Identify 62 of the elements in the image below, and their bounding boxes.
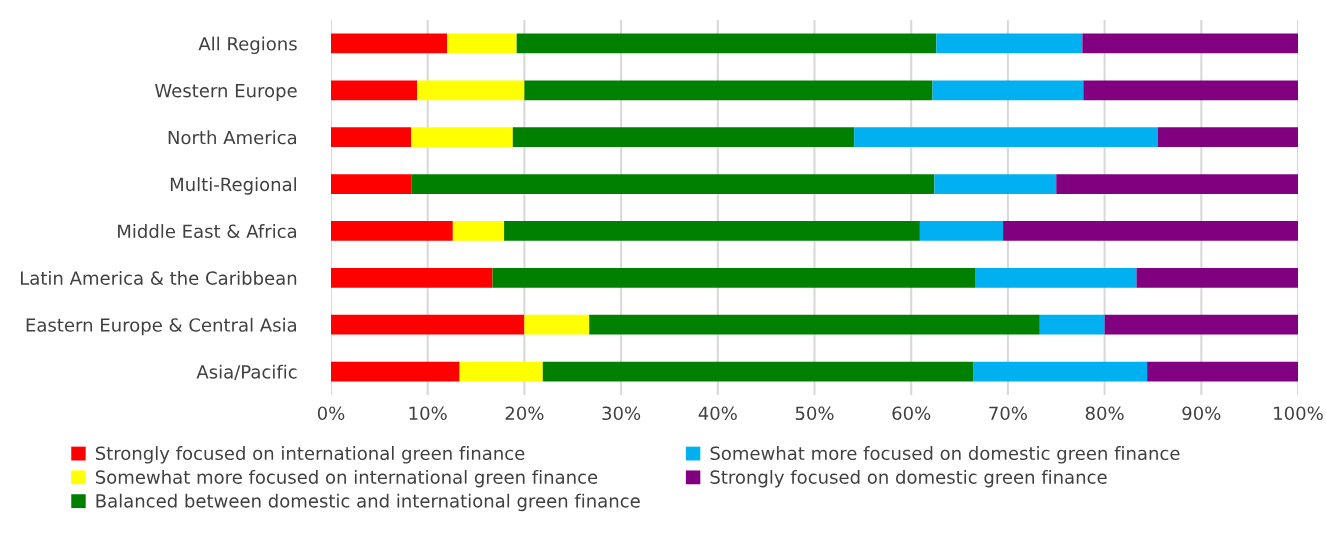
y-tick-label: Middle East & Africa: [118, 224, 297, 239]
bar: [331, 314, 525, 335]
bar: [524, 314, 590, 335]
bar: [516, 33, 937, 54]
y-tick-label: Eastern Europe & Central Asia: [26, 317, 297, 336]
y-tick-label: Asia/Pacific: [196, 364, 297, 381]
y-tick-label: Multi-Regional: [170, 177, 296, 195]
bar: [1039, 314, 1105, 335]
bar: [331, 127, 412, 148]
bar: [1082, 33, 1298, 54]
x-tick-label: 20%: [505, 406, 544, 421]
bar: [1157, 127, 1298, 148]
y-tick-label: North America: [168, 130, 297, 145]
bar: [919, 221, 1004, 241]
bar: [1104, 314, 1298, 335]
bar: [331, 33, 448, 54]
x-tick-label: 50%: [795, 406, 834, 421]
x-tick-label: 0%: [317, 406, 345, 421]
bar: [1136, 267, 1298, 288]
bar: [524, 80, 933, 101]
bar: [331, 361, 460, 382]
bar: [331, 267, 493, 288]
bar: [1147, 361, 1298, 382]
bar: [934, 174, 1057, 194]
legend-label: Strongly focused on international green finance: [95, 446, 525, 464]
bar: [452, 221, 505, 241]
legend-label: Somewhat more focused on domestic green finance: [710, 446, 1180, 464]
bar: [1056, 174, 1298, 194]
bar: [1083, 80, 1298, 101]
legend-label: Strongly focused on domestic green finance: [710, 469, 1107, 488]
y-tick-label: Western Europe: [155, 84, 297, 101]
bar: [542, 361, 974, 382]
x-tick-label: 40%: [698, 406, 737, 421]
x-tick-label: 10%: [409, 406, 447, 421]
bar: [411, 174, 935, 194]
x-tick-label: 80%: [1085, 406, 1124, 421]
x-tick-label: 90%: [1182, 406, 1221, 421]
x-tick-label: 30%: [602, 406, 641, 421]
x-tick-label: 100%: [1274, 406, 1323, 421]
bar: [411, 127, 513, 148]
bar: [1003, 221, 1298, 241]
bar: [447, 33, 517, 54]
bar: [492, 267, 976, 288]
y-tick-label: Latin America & the Caribbean: [20, 270, 297, 285]
bar: [973, 361, 1148, 382]
bar: [589, 314, 1040, 335]
bar: [504, 221, 920, 241]
bar: [417, 80, 525, 101]
bar: [459, 361, 543, 382]
bar: [331, 221, 453, 241]
bar: [932, 80, 1084, 101]
bar: [854, 127, 1158, 148]
y-tick-label: All Regions: [198, 36, 297, 55]
bar: [936, 33, 1083, 54]
x-tick-label: 60%: [892, 406, 931, 421]
bar: [331, 174, 412, 194]
legend-label: Balanced between domestic and international green finance: [96, 493, 640, 512]
bar: [975, 267, 1137, 288]
bar: [331, 80, 418, 101]
bar: [512, 127, 855, 148]
x-tick-label: 70%: [989, 406, 1027, 421]
legend-label: Somewhat more focused on international green finance: [95, 469, 598, 488]
